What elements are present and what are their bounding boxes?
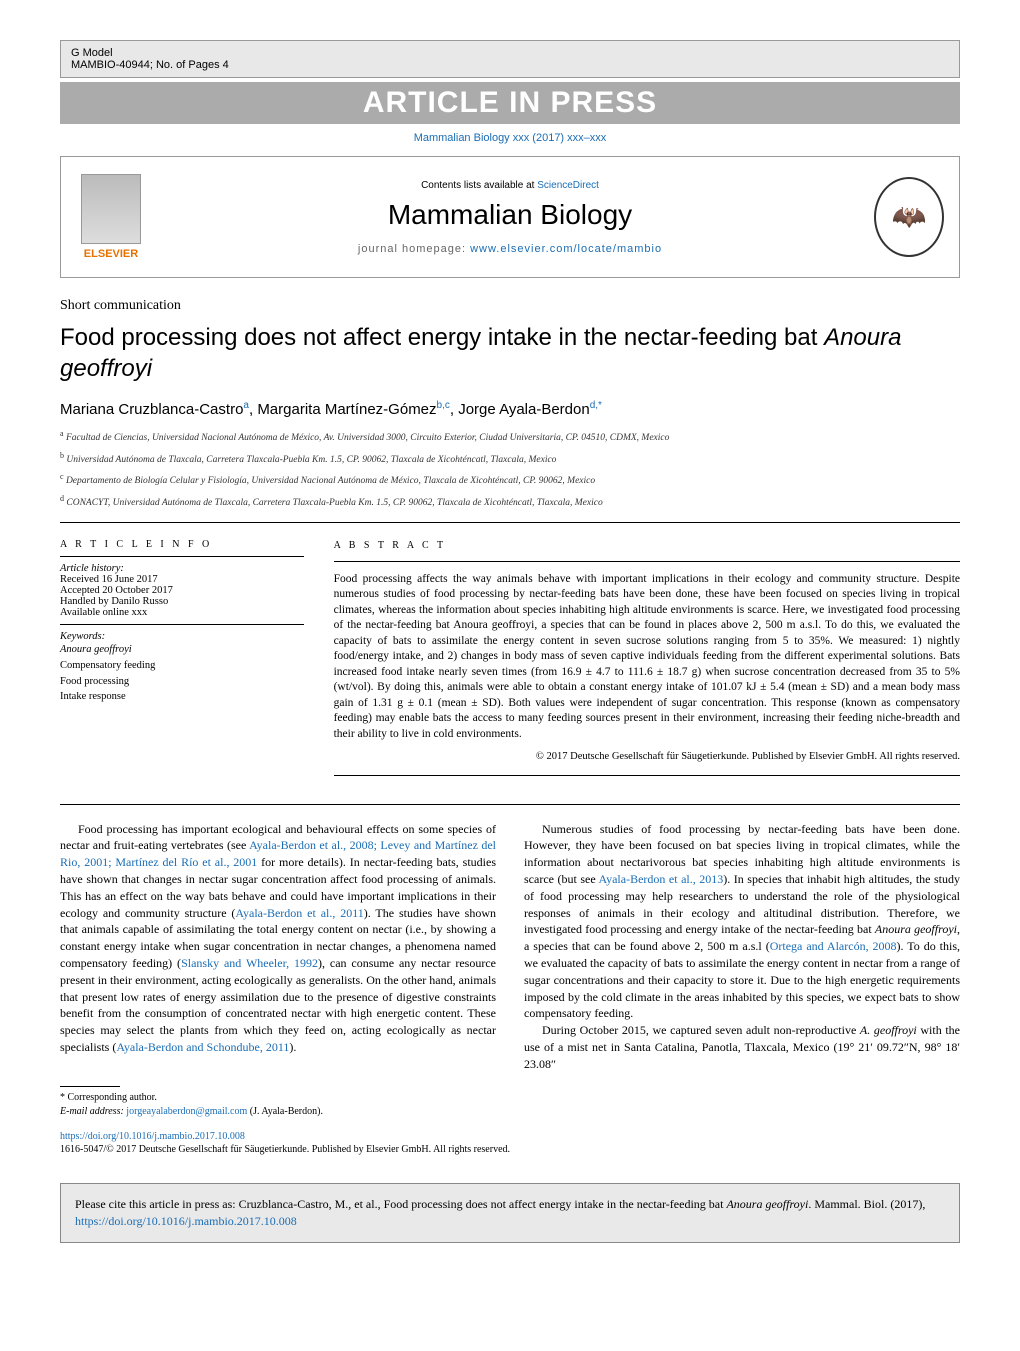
author-1-aff: a — [243, 400, 249, 411]
author-2: Margarita Martínez-Gómez — [257, 401, 436, 418]
divider-2 — [60, 804, 960, 805]
email-line: E-mail address: jorgeayalaberdon@gmail.c… — [60, 1105, 960, 1119]
cite-doi-link[interactable]: https://doi.org/10.1016/j.mambio.2017.10… — [75, 1214, 297, 1228]
affiliation-c: c Departamento de Biología Celular y Fis… — [60, 471, 960, 488]
article-type: Short communication — [60, 298, 960, 314]
in-press-banner: ARTICLE IN PRESS — [60, 82, 960, 124]
ref-link-6[interactable]: Ortega and Alarcón, 2008 — [770, 939, 897, 953]
kw-2: Compensatory feeding — [60, 660, 155, 671]
affiliation-b: b Universidad Autónoma de Tlaxcala, Carr… — [60, 450, 960, 467]
keywords-label: Keywords: — [60, 631, 304, 642]
affiliation-a: a Facultad de Ciencias, Universidad Naci… — [60, 428, 960, 445]
homepage-link[interactable]: www.elsevier.com/locate/mambio — [470, 243, 662, 255]
body-text: Food processing has important ecological… — [60, 821, 960, 1073]
author-2-aff: b,c — [437, 400, 450, 411]
body-p2: Numerous studies of food processing by n… — [524, 821, 960, 1023]
ref-link-4[interactable]: Ayala-Berdon and Schondube, 2011 — [116, 1040, 289, 1054]
online-date: Available online xxx — [60, 607, 304, 618]
journal-center: Contents lists available at ScienceDirec… — [161, 172, 859, 263]
homepage-prefix: journal homepage: — [358, 243, 470, 255]
body-p3: During October 2015, we captured seven a… — [524, 1022, 960, 1072]
ref-link-2[interactable]: Ayala-Berdon et al., 2011 — [235, 906, 363, 920]
divider — [60, 522, 960, 523]
contents-prefix: Contents lists available at — [421, 180, 537, 191]
author-3: Jorge Ayala-Berdon — [458, 401, 589, 418]
article-info-heading: A R T I C L E I N F O — [60, 539, 304, 550]
journal-homepage: journal homepage: www.elsevier.com/locat… — [169, 243, 851, 255]
issn-line: 1616-5047/© 2017 Deutsche Gesellschaft f… — [60, 1144, 960, 1155]
elsevier-text: ELSEVIER — [84, 248, 138, 260]
body-p1: Food processing has important ecological… — [60, 821, 496, 1056]
cite-box: Please cite this article in press as: Cr… — [60, 1183, 960, 1243]
journal-ref-line: Mammalian Biology xxx (2017) xxx–xxx — [60, 132, 960, 144]
footnotes: * Corresponding author. E-mail address: … — [60, 1091, 960, 1119]
history-label: Article history: — [60, 563, 304, 574]
article-code: MAMBIO-40944; No. of Pages 4 — [71, 59, 949, 71]
journal-header-box: ELSEVIER Contents lists available at Sci… — [60, 156, 960, 278]
ref-link-5[interactable]: Ayala-Berdon et al., 2013 — [599, 872, 724, 886]
header-model-bar: G Model MAMBIO-40944; No. of Pages 4 — [60, 40, 960, 78]
doi-line: https://doi.org/10.1016/j.mambio.2017.10… — [60, 1131, 960, 1142]
abstract-text: Food processing affects the way animals … — [334, 572, 960, 743]
author-3-aff: d, — [590, 400, 598, 411]
footnote-separator — [60, 1086, 120, 1087]
handled-by: Handled by Danilo Russo — [60, 596, 304, 607]
kw-4: Intake response — [60, 691, 126, 702]
article-info-column: A R T I C L E I N F O Article history: R… — [60, 539, 304, 787]
contents-line: Contents lists available at ScienceDirec… — [169, 180, 851, 191]
doi-link[interactable]: https://doi.org/10.1016/j.mambio.2017.10… — [60, 1131, 245, 1142]
title-text: Food processing does not affect energy i… — [60, 324, 824, 351]
keywords-list: Anoura geoffroyi Compensatory feeding Fo… — [60, 642, 304, 705]
article-title: Food processing does not affect energy i… — [60, 322, 960, 384]
affiliation-d: d CONACYT, Universidad Autónoma de Tlaxc… — [60, 493, 960, 510]
sciencedirect-link[interactable]: ScienceDirect — [537, 180, 599, 191]
abstract-heading: A B S T R A C T — [334, 539, 960, 553]
authors-line: Mariana Cruzblanca-Castroa, Margarita Ma… — [60, 400, 960, 418]
corresponding-author: * Corresponding author. — [60, 1091, 960, 1105]
author-3-corr: * — [598, 400, 602, 411]
info-abstract-row: A R T I C L E I N F O Article history: R… — [60, 539, 960, 787]
journal-title: Mammalian Biology — [169, 199, 851, 231]
elsevier-logo: ELSEVIER — [61, 157, 161, 277]
society-emblem-icon: 🦇 — [874, 177, 944, 257]
ref-link-3[interactable]: Slansky and Wheeler, 1992 — [181, 956, 318, 970]
email-link[interactable]: jorgeayalaberdon@gmail.com — [126, 1106, 247, 1117]
kw-3: Food processing — [60, 676, 129, 687]
kw-1: Anoura geoffroyi — [60, 644, 132, 655]
abstract-copyright: © 2017 Deutsche Gesellschaft für Säugeti… — [334, 750, 960, 764]
received-date: Received 16 June 2017 — [60, 574, 304, 585]
accepted-date: Accepted 20 October 2017 — [60, 585, 304, 596]
society-logo: 🦇 — [859, 157, 959, 277]
g-model-label: G Model — [71, 47, 949, 59]
author-1: Mariana Cruzblanca-Castro — [60, 401, 243, 418]
abstract-column: A B S T R A C T Food processing affects … — [334, 539, 960, 787]
elsevier-tree-icon — [81, 174, 141, 244]
